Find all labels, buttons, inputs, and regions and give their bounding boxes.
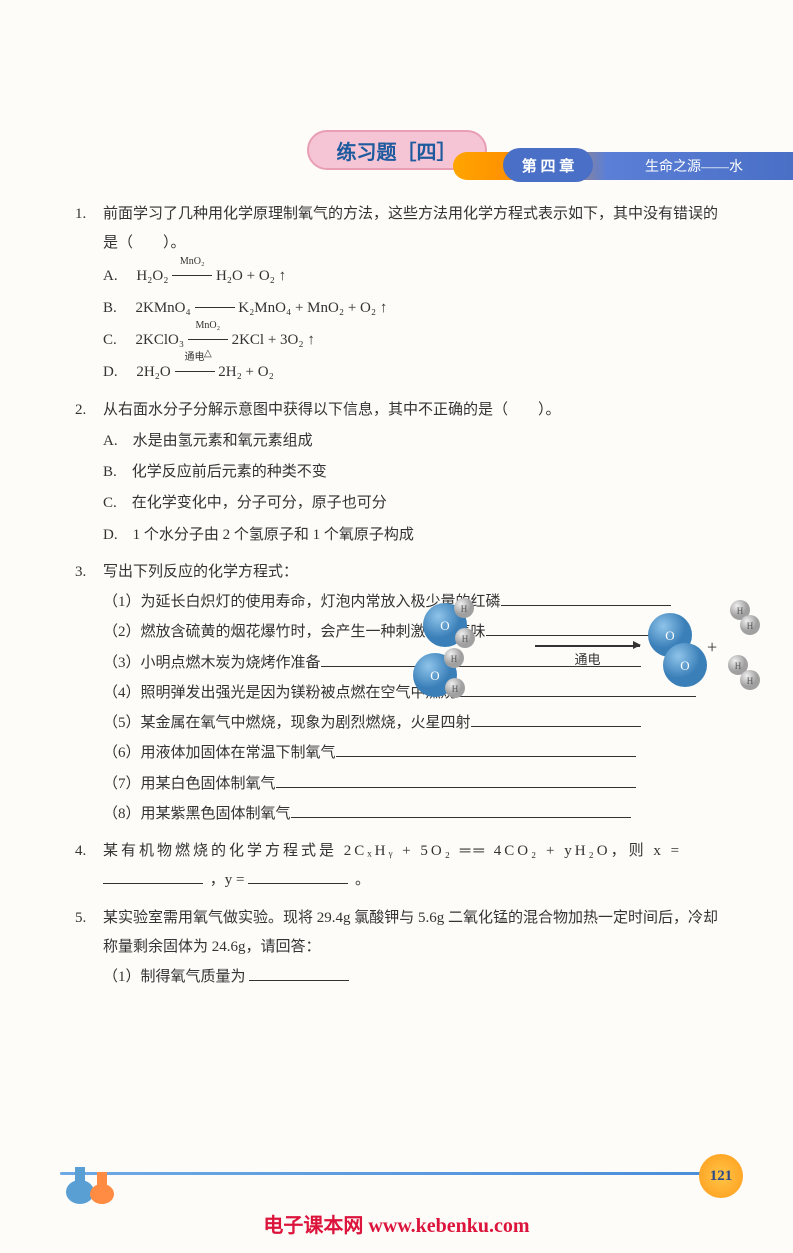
q2-optD: D. 1 个水分子由 2 个氢原子和 1 个氧原子构成: [75, 521, 723, 550]
q2-num: 2.: [75, 396, 103, 425]
question-5: 5. 某实验室需用氧气做实验。现将 29.4g 氯酸钾与 5.6g 二氧化锰的混…: [75, 904, 723, 993]
eq-cond: MnO₂: [180, 252, 205, 272]
molecule-diagram: O H H O H H O O H H H H 通电 +: [400, 590, 760, 710]
q1-optD: D. 2H₂O 通电 2H₂ + O₂: [75, 358, 723, 387]
q3-s8: （8）用某紫黑色固体制氧气: [75, 800, 723, 829]
sub-text: （3）小明点燃木炭为烧烤作准备: [103, 655, 321, 671]
page-number: 121: [699, 1154, 743, 1198]
title-text: 练习题［四］: [337, 136, 457, 165]
svg-text:H: H: [747, 621, 754, 631]
eq-left: 2KMnO₄: [136, 300, 195, 316]
question-4: 4. 某有机物燃烧的化学方程式是 2CₓHᵧ + 5O₂ ══ 4CO₂ + y…: [75, 837, 723, 896]
blank: [248, 868, 348, 885]
q1-optB: B. 2KMnO₄ K₂MnO₄ + MnO₂ + O₂ ↑: [75, 294, 723, 323]
arrow-line: [535, 645, 640, 647]
q3-s6: （6）用液体加固体在常温下制氧气: [75, 739, 723, 768]
q1-num: 1.: [75, 200, 103, 259]
svg-text:H: H: [737, 606, 744, 616]
plus-sign: +: [707, 637, 717, 658]
q1-optA: A. H₂O₂ MnO₂ H₂O + O₂ ↑: [75, 262, 723, 291]
eq-left: H₂O₂: [136, 268, 168, 284]
eq-left: 2H₂O: [136, 364, 174, 380]
blank: [276, 771, 636, 788]
q5-num: 5.: [75, 904, 103, 963]
flask-icon: [60, 1152, 120, 1207]
blank: [471, 711, 641, 728]
blank: [336, 741, 636, 758]
sub-text: （6）用液体加固体在常温下制氧气: [103, 745, 336, 761]
svg-text:O: O: [430, 668, 439, 683]
chapter-label: 第 四 章: [522, 155, 575, 176]
q3-s5: （5）某金属在氧气中燃烧，现象为剧烈燃烧，火星四射: [75, 709, 723, 738]
watermark: 电子课本网 www.kebenku.com: [263, 1209, 529, 1238]
arrow: 通电: [535, 645, 640, 668]
svg-text:O: O: [665, 628, 674, 643]
eq-arrow: 通电: [175, 358, 215, 387]
eq-cond: 通电: [185, 348, 205, 368]
svg-text:H: H: [452, 684, 459, 694]
question-1: 1. 前面学习了几种用化学原理制氧气的方法，这些方法用化学方程式表示如下，其中没…: [75, 200, 723, 388]
eq-right: H₂O + O₂ ↑: [216, 268, 286, 284]
blank: [103, 868, 203, 885]
svg-text:H: H: [462, 634, 469, 644]
q2-stem: 从右面水分子分解示意图中获得以下信息，其中不正确的是（ ）。: [103, 396, 723, 425]
sub-text: （5）某金属在氧气中燃烧，现象为剧烈燃烧，火星四射: [103, 715, 471, 731]
sub-text: （1）制得氧气质量为: [103, 969, 249, 985]
q5-s1: （1）制得氧气质量为: [75, 963, 723, 992]
eq-right: 2KCl + 3O₂ ↑: [232, 332, 315, 348]
eq-right: 2H₂ + O₂: [218, 364, 274, 380]
question-2: 2. 从右面水分子分解示意图中获得以下信息，其中不正确的是（ ）。 A. 水是由…: [75, 396, 723, 550]
chapter-subtitle: 生命之源——水: [645, 156, 743, 176]
chapter-pill: 第 四 章: [503, 148, 593, 182]
q2-optC: C. 在化学变化中，分子可分，原子也可分: [75, 489, 431, 518]
q4-num: 4.: [75, 837, 103, 896]
opt-label: C.: [103, 332, 132, 348]
q1-optC: C. 2KClO₃ MnO₂△ 2KCl + 3O₂ ↑: [75, 326, 723, 355]
q2-optA: A. 水是由氢元素和氧元素组成: [75, 427, 431, 456]
svg-text:H: H: [451, 654, 458, 664]
q3-s7: （7）用某白色固体制氧气: [75, 770, 723, 799]
eq-right: K₂MnO₄ + MnO₂ + O₂ ↑: [238, 300, 387, 316]
eq-left: 2KClO₃: [136, 332, 185, 348]
q2-optB: B. 化学反应前后元素的种类不变: [75, 458, 431, 487]
svg-text:H: H: [461, 604, 468, 614]
sub-text: （7）用某白色固体制氧气: [103, 776, 276, 792]
opt-label: A.: [103, 268, 133, 284]
q1-stem: 前面学习了几种用化学原理制氧气的方法，这些方法用化学方程式表示如下，其中没有错误…: [103, 200, 723, 259]
blank: [291, 801, 631, 818]
q4-text-a: 某有机物燃烧的化学方程式是 2CₓHᵧ + 5O₂ ══ 4CO₂ + yH₂O…: [103, 843, 682, 859]
svg-text:H: H: [735, 661, 742, 671]
arrow-label: 通电: [535, 649, 640, 668]
q3-num: 3.: [75, 558, 103, 587]
footer-line: [60, 1172, 733, 1175]
eq-cond-top: MnO₂: [196, 316, 221, 336]
q4-text-c: 。: [355, 872, 370, 888]
q3-stem: 写出下列反应的化学方程式：: [103, 558, 723, 587]
opt-label: D.: [103, 364, 133, 380]
svg-text:O: O: [680, 658, 689, 673]
svg-text:H: H: [747, 676, 754, 686]
eq-arrow: MnO₂: [172, 262, 212, 291]
q5-stem: 某实验室需用氧气做实验。现将 29.4g 氯酸钾与 5.6g 二氧化锰的混合物加…: [103, 904, 723, 963]
page-number-text: 121: [710, 1168, 733, 1185]
q4-text-b: ，y =: [210, 872, 248, 888]
opt-label: B.: [103, 300, 132, 316]
sub-text: （8）用某紫黑色固体制氧气: [103, 806, 291, 822]
blank: [249, 965, 349, 982]
q4-body: 某有机物燃烧的化学方程式是 2CₓHᵧ + 5O₂ ══ 4CO₂ + yH₂O…: [103, 837, 723, 896]
svg-text:O: O: [440, 618, 449, 633]
